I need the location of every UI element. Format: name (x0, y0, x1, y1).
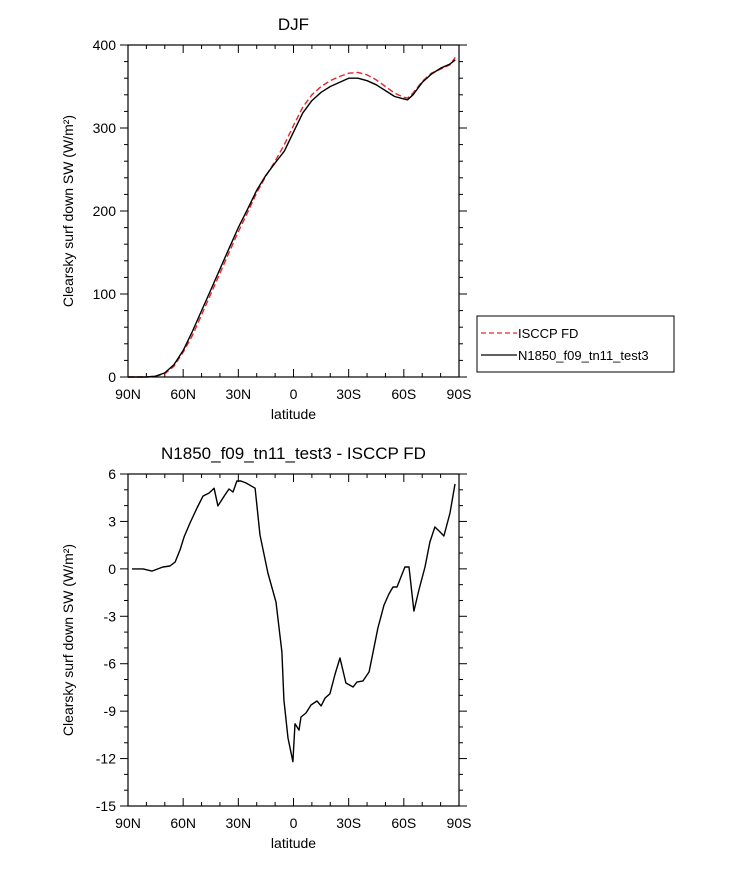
x-tick-label: 30N (225, 815, 251, 831)
series-line-0 (128, 56, 456, 378)
x-tick-label: 90N (115, 386, 141, 402)
y-tick-label: 100 (93, 286, 117, 302)
chart-title: N1850_f09_tn11_test3 - ISCCP FD (161, 444, 426, 463)
x-tick-label: 30S (336, 815, 361, 831)
x-tick-label: 0 (290, 386, 298, 402)
plot-frame (127, 44, 460, 378)
x-axis-label: latitude (271, 406, 316, 422)
x-tick-label: 60S (391, 386, 416, 402)
y-tick-label: 400 (93, 37, 117, 53)
x-tick-label: 90S (447, 815, 472, 831)
x-tick-label: 60N (170, 815, 196, 831)
x-tick-label: 90N (115, 815, 141, 831)
legend-label-isccp: ISCCP FD (518, 326, 578, 341)
y-axis-label: Clearsky surf down SW (W/m²) (60, 544, 76, 736)
y-tick-label: -12 (96, 751, 116, 767)
x-tick-label: 90S (447, 386, 472, 402)
x-tick-label: 30S (336, 386, 361, 402)
x-tick-label: 0 (290, 815, 298, 831)
panel-difference: 90N 60N 30N 0 30S 60S 90S 6 3 0 -3 -6 -9 -12 -15 N1850_… (60, 444, 471, 851)
series-line-0 (132, 480, 456, 763)
y-tick-label: 3 (108, 513, 116, 529)
legend: ISCCP FD N1850_f09_tn11_test3 (476, 315, 675, 373)
y-tick-label: 300 (93, 120, 117, 136)
y-tick-label: 0 (108, 561, 116, 577)
y-tick-label: 6 (108, 466, 116, 482)
x-tick-label: 60S (391, 815, 416, 831)
series-line-1 (128, 59, 456, 378)
y-tick-label: -3 (104, 608, 117, 624)
y-tick-label: 0 (108, 369, 116, 385)
panel-djf: 90N 60N 30N 0 30S 60S 90S 0 100 200 300 400 DJF latit… (60, 15, 471, 422)
legend-label-model: N1850_f09_tn11_test3 (518, 348, 649, 363)
x-tick-label: 30N (225, 386, 251, 402)
x-axis-label: latitude (271, 835, 316, 851)
x-tick-label: 60N (170, 386, 196, 402)
y-tick-label: -15 (96, 798, 116, 814)
y-axis-label: Clearsky surf down SW (W/m²) (60, 115, 76, 307)
y-tick-label: -9 (104, 703, 117, 719)
y-tick-label: -6 (104, 656, 117, 672)
y-tick-label: 200 (93, 203, 117, 219)
chart-title: DJF (278, 15, 309, 34)
